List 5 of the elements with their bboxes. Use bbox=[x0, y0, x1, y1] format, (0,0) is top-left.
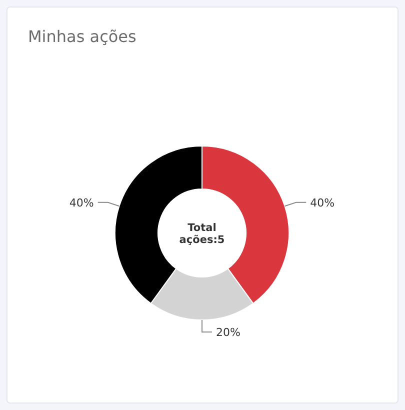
chart-title: Minhas ações bbox=[28, 27, 136, 46]
text: Total ações:5 bbox=[179, 222, 225, 246]
data-label: 40% bbox=[69, 196, 94, 210]
data-label: 40% bbox=[310, 196, 335, 210]
data-label: 20% bbox=[216, 326, 240, 339]
